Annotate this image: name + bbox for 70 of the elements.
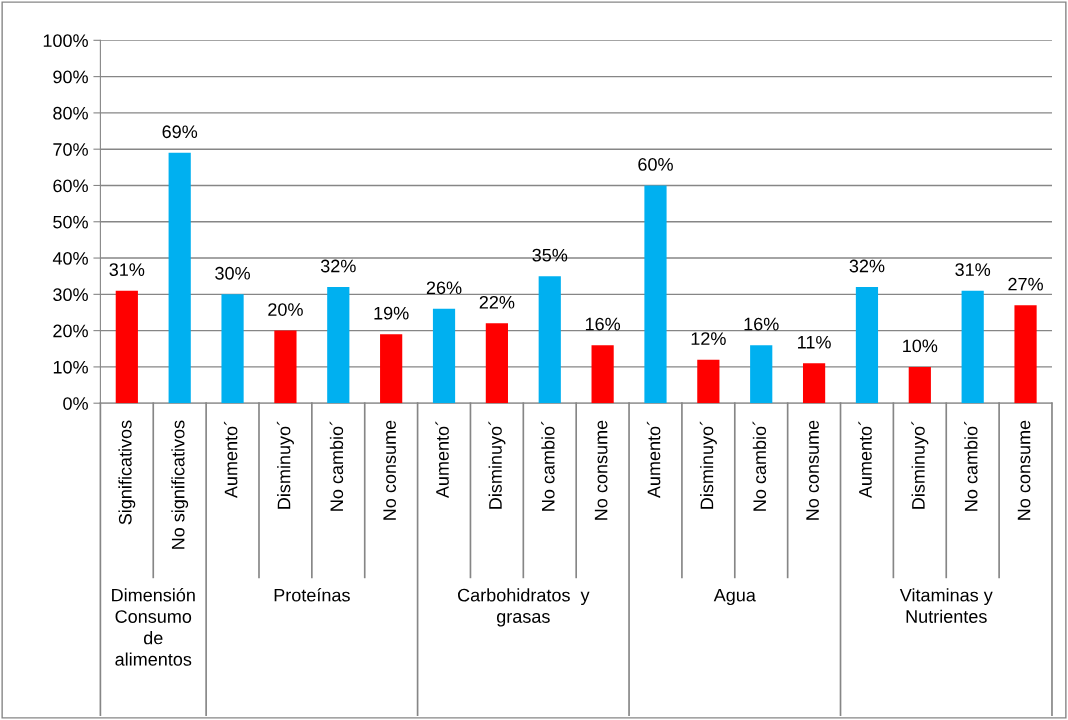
bar — [750, 345, 773, 404]
x-tick-label: No consume — [594, 420, 608, 520]
x-tick-label: Disminuyo´ — [699, 421, 717, 509]
x-tick-label: No cambio´ — [329, 421, 344, 511]
bar — [802, 363, 826, 404]
text: Carbohidratos y grasas — [458, 588, 590, 627]
y-tick-label: 30% — [53, 288, 88, 302]
bar — [485, 323, 508, 404]
bar — [961, 290, 984, 404]
x-tick-label: Disminuyo´ — [911, 421, 929, 509]
data-label: 16% — [585, 317, 621, 331]
data-label: 19% — [374, 306, 409, 320]
data-label: 30% — [215, 266, 250, 280]
bar — [855, 287, 879, 404]
bar — [1014, 305, 1037, 404]
data-label: 31% — [109, 263, 145, 277]
x-tick-label: No consume — [806, 420, 819, 520]
data-label: 69% — [162, 125, 198, 139]
text: Dimensión Consumo de alimentos — [112, 588, 195, 666]
x-tick-label: Aumento´ — [223, 421, 238, 499]
x-tick-label: No consume — [383, 420, 396, 520]
bar — [274, 330, 297, 404]
x-tick-label: No cambio´ — [752, 421, 767, 511]
x-tick-label: Aumento´ — [646, 421, 661, 499]
y-tick-label: 50% — [53, 215, 88, 229]
data-label: 20% — [268, 303, 303, 316]
bar — [644, 185, 667, 404]
bar — [380, 334, 403, 404]
data-label: 31% — [955, 263, 991, 277]
data-label: 10% — [903, 339, 938, 353]
bar — [221, 294, 244, 404]
y-tick-label: 60% — [53, 179, 88, 193]
bar — [591, 345, 614, 404]
data-label: 11% — [798, 335, 831, 349]
bar — [327, 287, 350, 404]
text: Agua — [713, 588, 756, 606]
x-tick-label: Significativos — [118, 420, 136, 525]
x-tick-label: No significativos — [171, 420, 189, 549]
y-tick-label: 0% — [63, 397, 88, 410]
y-tick-label: 90% — [53, 70, 88, 84]
text: Proteínas — [274, 588, 350, 602]
bar — [115, 290, 138, 404]
data-label: 35% — [532, 248, 568, 262]
data-label: 60% — [638, 158, 673, 171]
x-tick-label: No consume — [1017, 420, 1031, 520]
data-label: 32% — [849, 259, 885, 273]
bar — [538, 276, 561, 404]
y-tick-label: 70% — [53, 143, 88, 156]
x-tick-label: Disminuyo´ — [488, 421, 506, 509]
data-label: 27% — [1008, 277, 1043, 291]
bar — [168, 152, 191, 404]
bar — [908, 366, 931, 404]
data-label: 12% — [691, 332, 726, 345]
bar — [697, 359, 720, 404]
x-tick-label: No cambio´ — [541, 421, 555, 511]
data-label: 16% — [744, 317, 779, 331]
x-tick-label: Aumento´ — [858, 421, 872, 499]
bar — [432, 308, 456, 404]
y-tick-label: 100% — [43, 34, 88, 48]
text: Vitaminas y Nutrientes — [899, 588, 993, 623]
x-tick-label: Aumento´ — [435, 421, 449, 499]
data-label: 26% — [426, 281, 462, 295]
y-tick-label: 20% — [53, 324, 88, 338]
data-label: 22% — [479, 295, 515, 309]
y-tick-label: 80% — [53, 106, 88, 120]
y-tick-label: 10% — [53, 360, 88, 374]
x-tick-label: Disminuyo´ — [276, 421, 294, 509]
y-tick-label: 40% — [52, 251, 88, 265]
data-label: 32% — [320, 259, 356, 273]
x-tick-label: No cambio´ — [964, 421, 978, 511]
